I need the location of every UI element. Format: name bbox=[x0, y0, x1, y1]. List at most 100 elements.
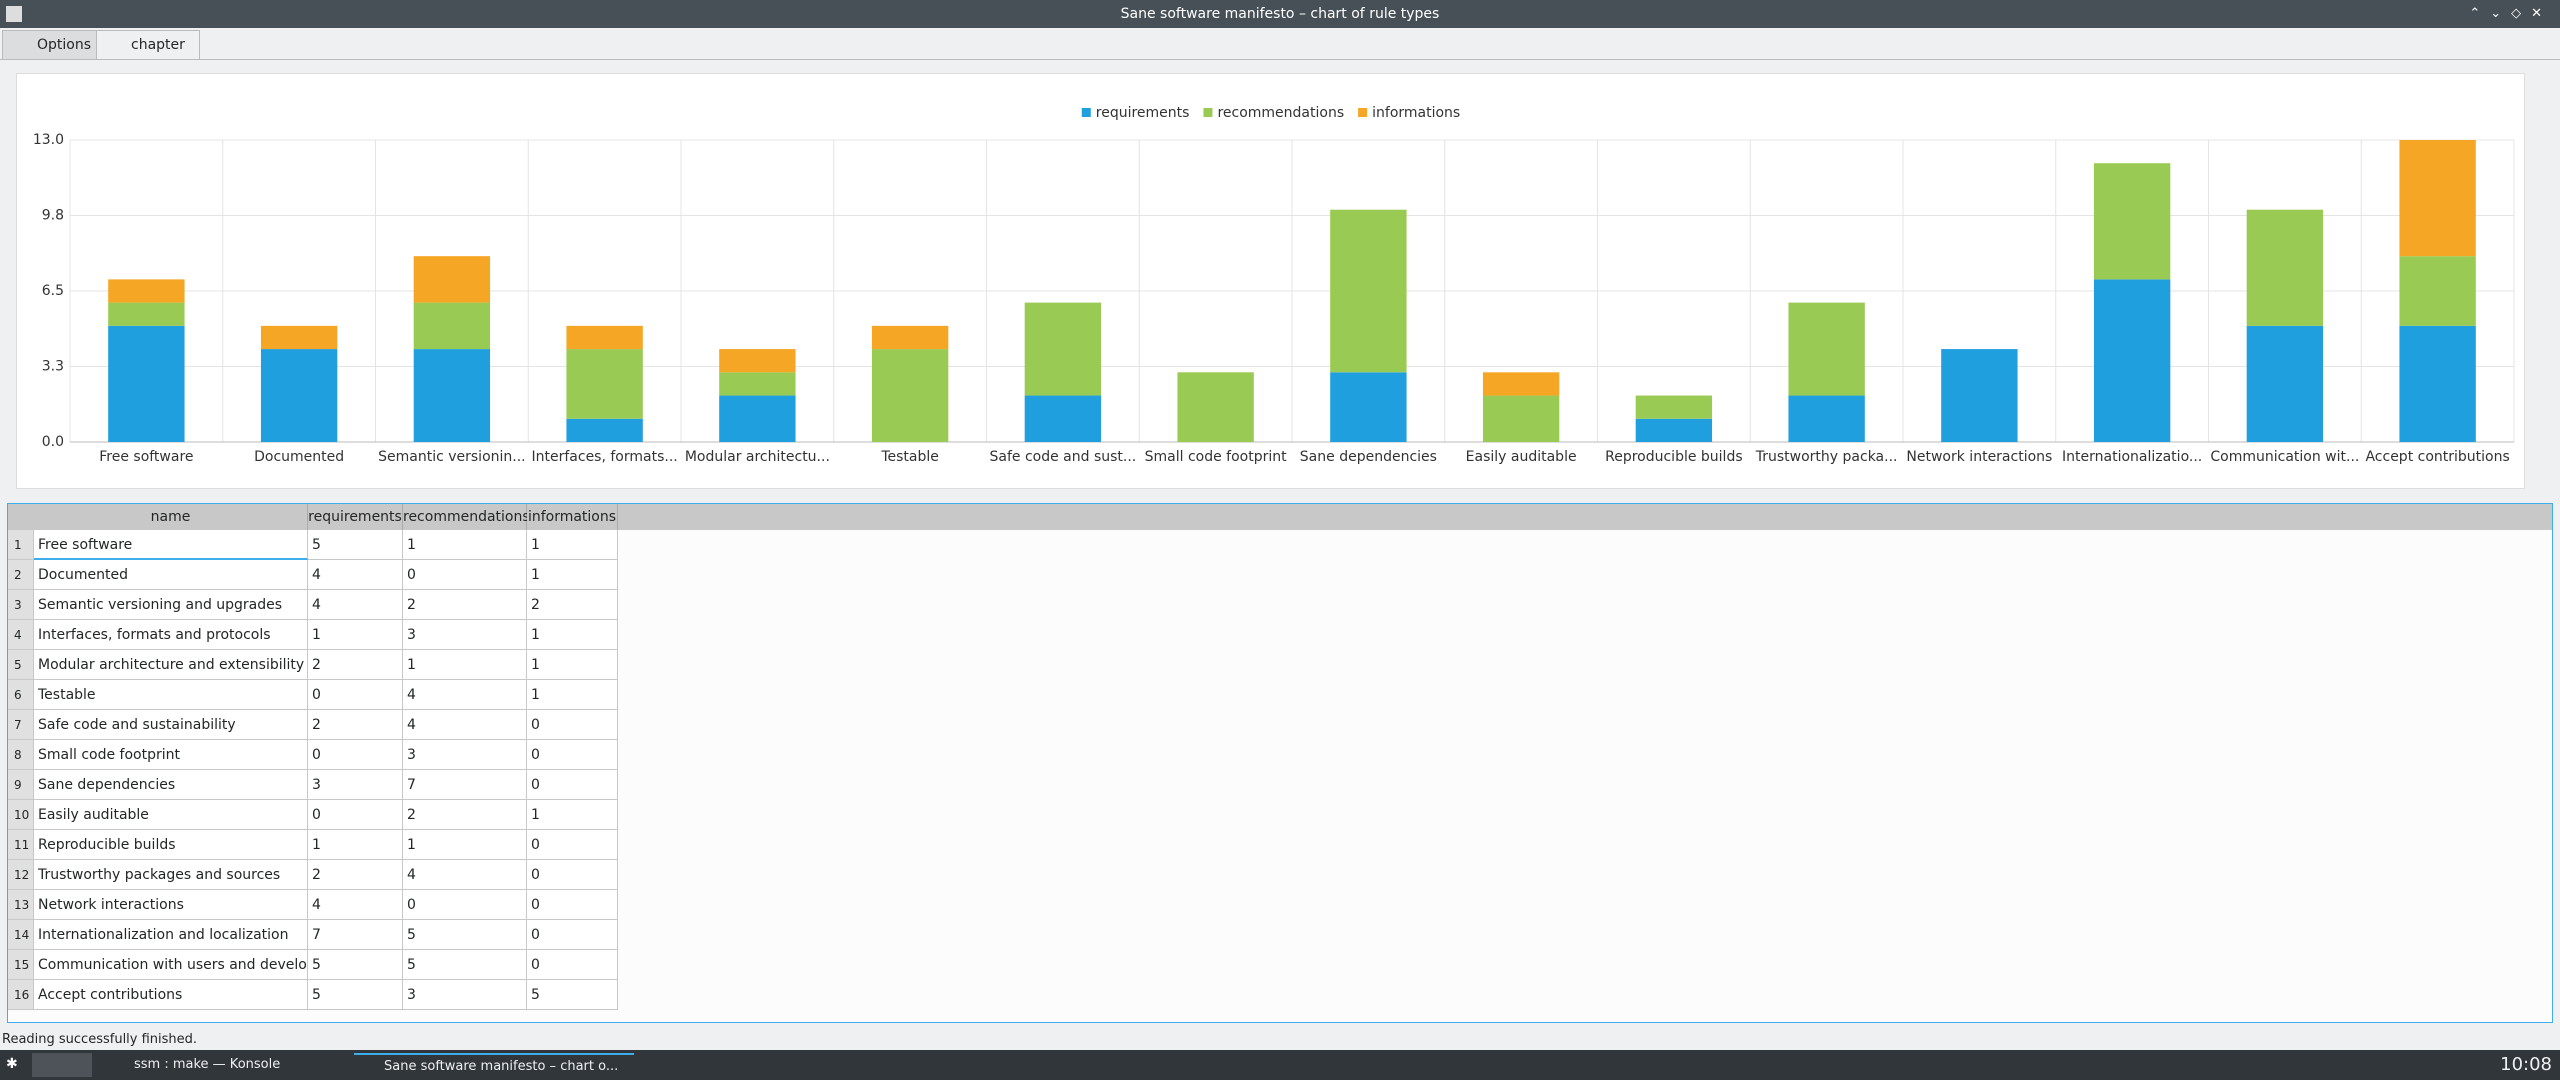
bar-segment bbox=[871, 325, 949, 350]
cell-value: 1 bbox=[527, 650, 618, 680]
cell-value: 4 bbox=[403, 710, 527, 740]
row-number: 10 bbox=[8, 800, 34, 830]
x-tick-label: Safe code and sust... bbox=[989, 449, 1136, 465]
bar-segment bbox=[2093, 163, 2171, 280]
row-number: 13 bbox=[8, 890, 34, 920]
pager[interactable] bbox=[32, 1053, 92, 1077]
cell-name: Internationalization and localization bbox=[34, 920, 308, 950]
x-tick-label: Interfaces, formats... bbox=[532, 449, 678, 465]
cell-value: 5 bbox=[403, 950, 527, 980]
x-tick-label: Trustworthy packa... bbox=[1755, 449, 1898, 465]
tab[interactable]: Options bbox=[2, 30, 107, 59]
y-tick-label: 9.8 bbox=[42, 208, 64, 224]
legend-item: recommendations bbox=[1203, 105, 1344, 121]
bar-segment bbox=[2399, 140, 2476, 257]
chart: 0.0 3.3 6.5 9.8 13.0 Free software Documented S… bbox=[33, 105, 2515, 465]
x-tick-label: Documented bbox=[254, 449, 344, 465]
bar-segment bbox=[260, 325, 338, 350]
cell-value: 0 bbox=[527, 860, 618, 890]
cell-value: 1 bbox=[308, 620, 403, 650]
bar-segment bbox=[1635, 418, 1713, 442]
bar-segment bbox=[2093, 279, 2171, 442]
y-tick-label: 3.3 bbox=[42, 359, 64, 375]
cell-value: 0 bbox=[527, 890, 618, 920]
bar-segment bbox=[871, 349, 949, 442]
cell-value: 1 bbox=[527, 620, 618, 650]
bar-segment bbox=[413, 349, 491, 442]
cell-value: 5 bbox=[308, 950, 403, 980]
cell-name: Sane dependencies bbox=[34, 770, 308, 800]
row-number: 16 bbox=[8, 980, 34, 1010]
cell-value: 0 bbox=[308, 800, 403, 830]
bar-segment bbox=[2246, 325, 2324, 442]
cell-name: Easily auditable bbox=[34, 800, 308, 830]
x-tick-label: Modular architectu... bbox=[685, 449, 830, 465]
row-number: 5 bbox=[8, 650, 34, 680]
cell-name: Free software bbox=[34, 530, 308, 560]
cell-value: 0 bbox=[403, 890, 527, 920]
chart-panel: 0.0 3.3 6.5 9.8 13.0 Free software Documented S… bbox=[16, 73, 2525, 489]
row-number: 9 bbox=[8, 770, 34, 800]
cell-value: 5 bbox=[308, 530, 403, 560]
x-tick-label: Internationalizatio... bbox=[2062, 449, 2202, 465]
x-tick-label: Reproducible builds bbox=[1605, 449, 1743, 465]
cell-value: 4 bbox=[403, 680, 527, 710]
row-number: 11 bbox=[8, 830, 34, 860]
column-header: requirements bbox=[308, 504, 403, 530]
bar-segment bbox=[719, 395, 796, 442]
cell-value: 3 bbox=[403, 980, 527, 1010]
legend-swatch bbox=[1358, 108, 1368, 117]
bar-segment bbox=[413, 256, 491, 303]
bar-segment bbox=[566, 325, 643, 350]
row-number: 8 bbox=[8, 740, 34, 770]
bar-segment bbox=[2399, 325, 2476, 442]
column-header: name bbox=[34, 504, 308, 530]
bar-segment bbox=[566, 349, 643, 419]
cell-value: 2 bbox=[403, 590, 527, 620]
bar-segment bbox=[1788, 302, 1865, 396]
cell-value: 1 bbox=[527, 560, 618, 590]
task-item[interactable]: Sane software manifesto – chart o... bbox=[354, 1053, 634, 1079]
bar-segment bbox=[719, 372, 796, 396]
cell-name: Communication with users and developers bbox=[34, 950, 308, 980]
row-number: 7 bbox=[8, 710, 34, 740]
bar-segment bbox=[1941, 349, 2018, 442]
cell-value: 3 bbox=[308, 770, 403, 800]
x-tick-label: Accept contributions bbox=[2365, 449, 2509, 465]
x-tick-label: Semantic versionin... bbox=[378, 449, 526, 465]
row-number: 15 bbox=[8, 950, 34, 980]
bar-segment bbox=[2246, 209, 2324, 326]
status-bar: Reading successfully finished. bbox=[2, 1032, 198, 1047]
legend-label: requirements bbox=[1096, 105, 1190, 121]
cell-name: Network interactions bbox=[34, 890, 308, 920]
legend-swatch bbox=[1081, 108, 1091, 117]
cell-name: Interfaces, formats and protocols bbox=[34, 620, 308, 650]
cell-name: Accept contributions bbox=[34, 980, 308, 1010]
cell-value: 0 bbox=[527, 710, 618, 740]
cell-value: 1 bbox=[527, 680, 618, 710]
window-controls[interactable]: ⌃⌄◇✕ bbox=[2469, 6, 2552, 21]
bar-segment bbox=[413, 302, 491, 350]
legend-swatch bbox=[1203, 108, 1213, 117]
cell-value: 2 bbox=[308, 710, 403, 740]
x-tick-label: Sane dependencies bbox=[1300, 449, 1437, 465]
cell-value: 0 bbox=[527, 920, 618, 950]
bar-segment bbox=[108, 325, 185, 442]
window-title: Sane software manifesto – chart of rule … bbox=[0, 0, 2560, 28]
bar-segment bbox=[1482, 395, 1560, 442]
task-item[interactable]: ssm : make — Konsole bbox=[134, 1057, 281, 1072]
cell-name: Trustworthy packages and sources bbox=[34, 860, 308, 890]
launcher[interactable]: ✱ bbox=[6, 1056, 18, 1072]
cell-value: 0 bbox=[527, 740, 618, 770]
cell-value: 5 bbox=[403, 920, 527, 950]
x-tick-label: Easily auditable bbox=[1466, 449, 1577, 465]
row-number: 14 bbox=[8, 920, 34, 950]
bar-segment bbox=[260, 349, 338, 442]
taskbar: ✱ ssm : make — Konsole Sane software man… bbox=[0, 1050, 2560, 1080]
tab[interactable]: chapter bbox=[96, 30, 200, 59]
row-number: 6 bbox=[8, 680, 34, 710]
tab-line bbox=[0, 59, 2560, 60]
cell-value: 1 bbox=[403, 530, 527, 560]
row-number: 2 bbox=[8, 560, 34, 590]
